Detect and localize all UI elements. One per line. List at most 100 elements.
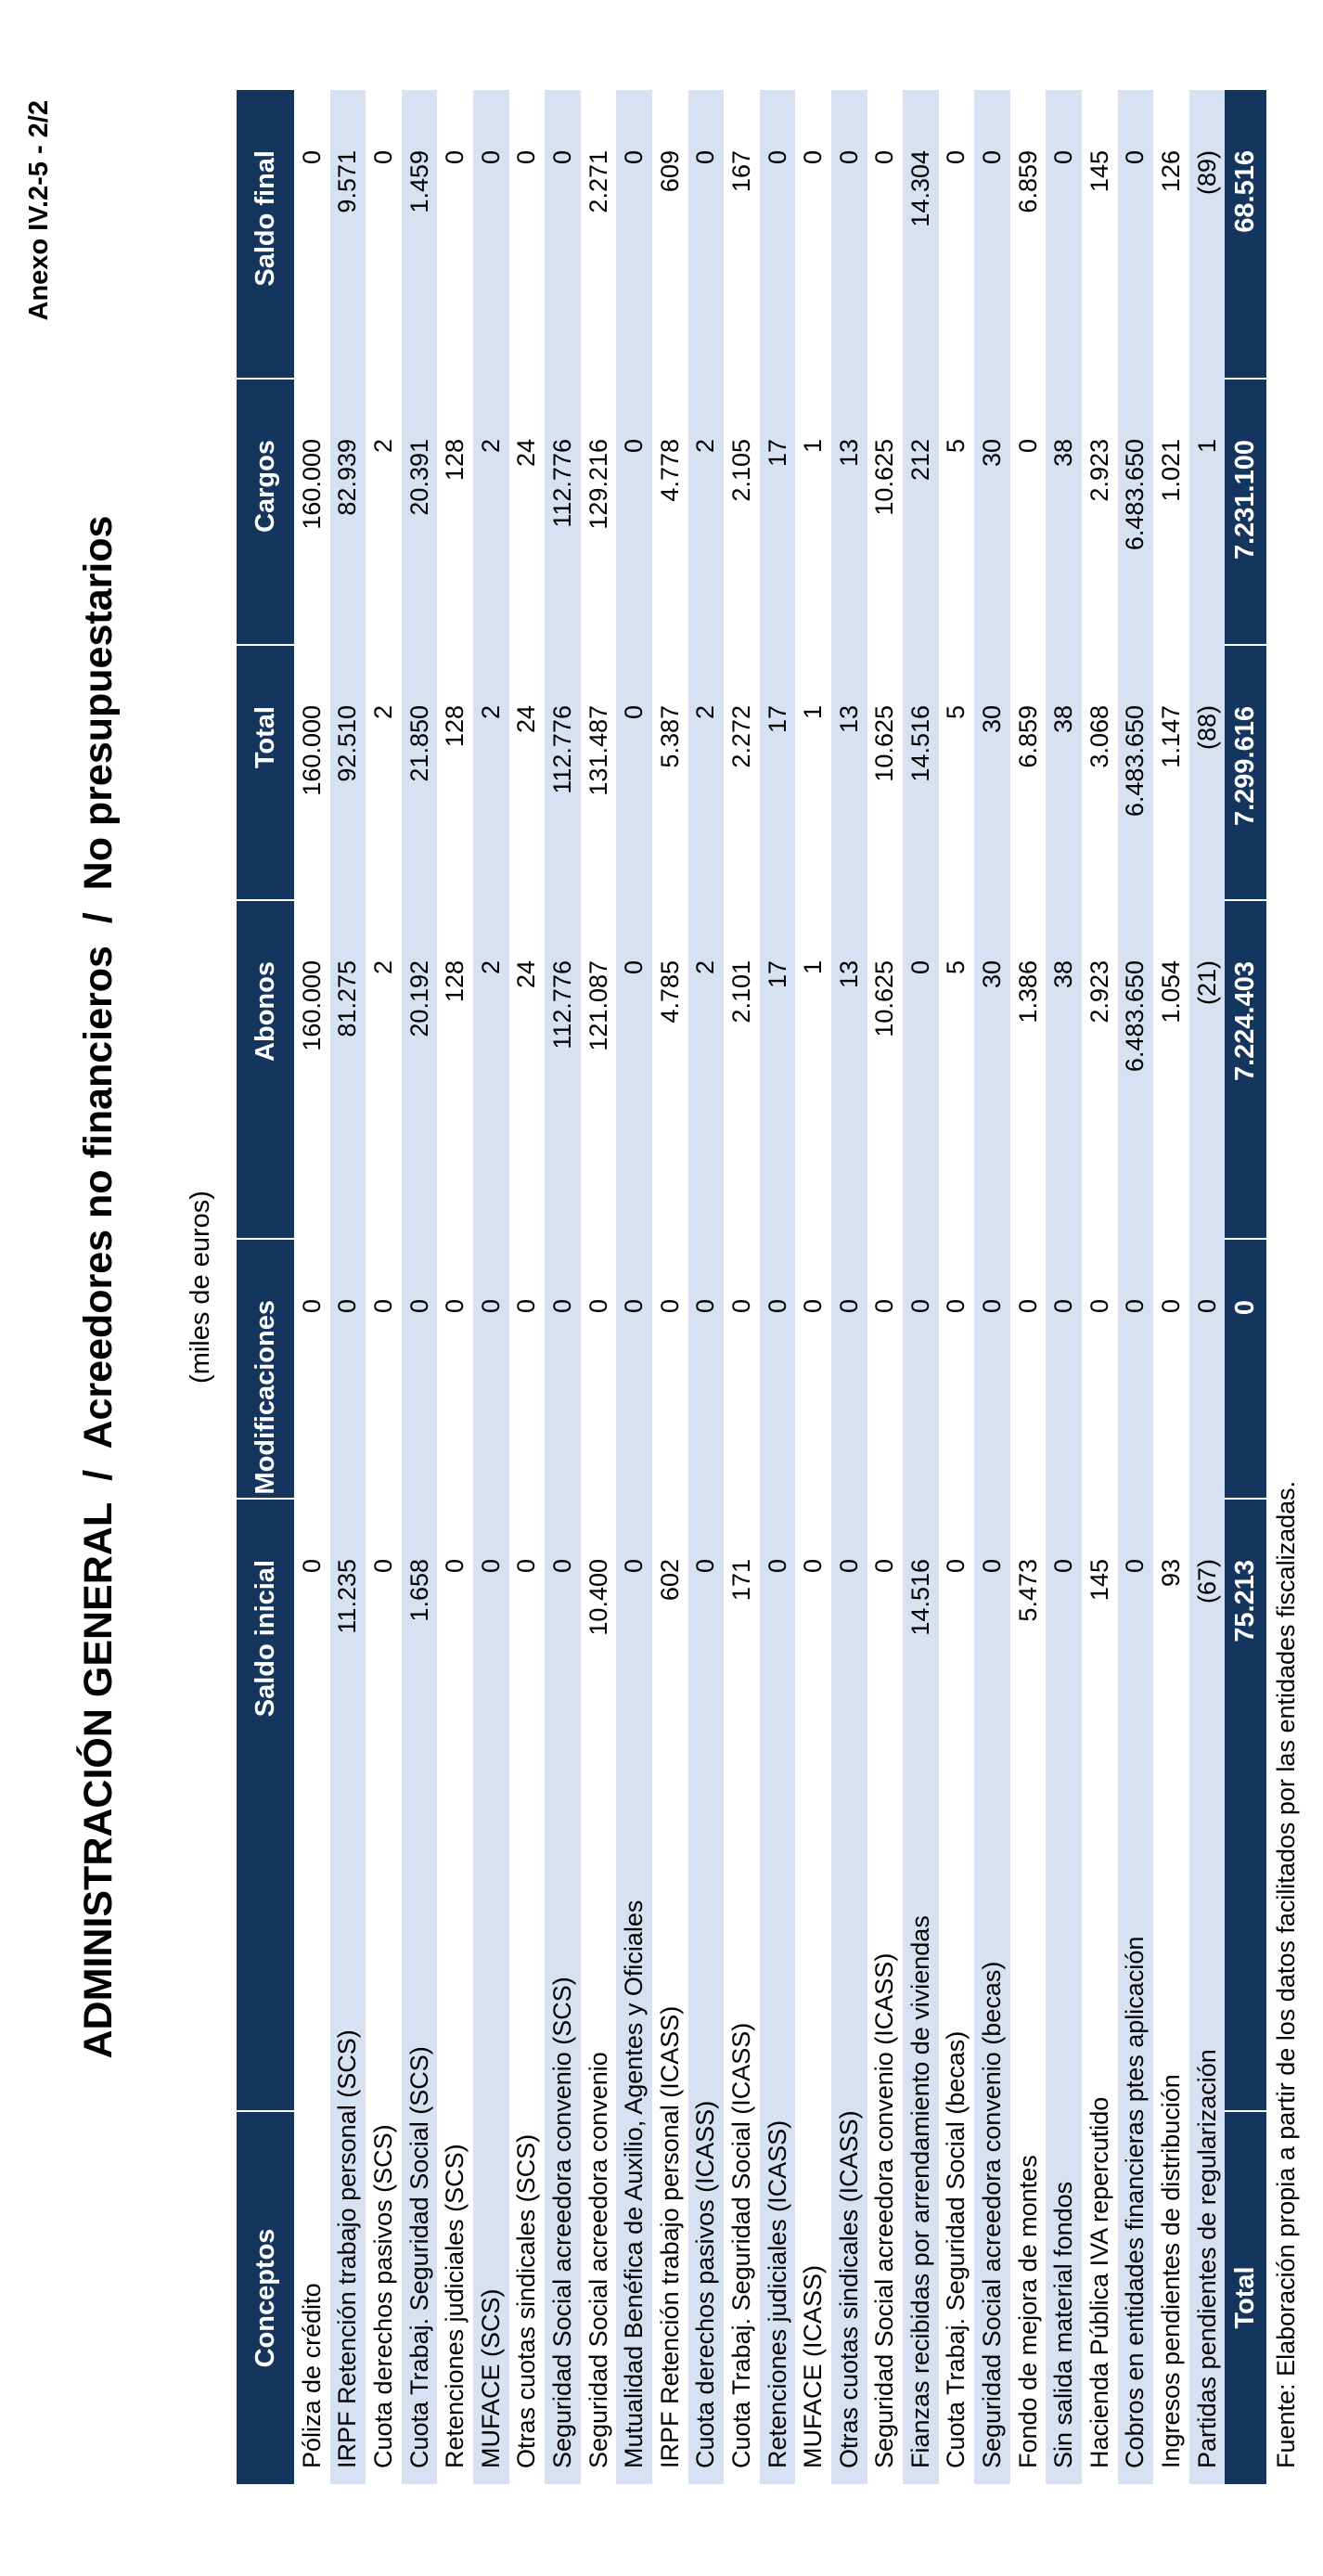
modificaciones-cell: 0 [1085, 1299, 1113, 1314]
modificaciones-cell: 0 [830, 1239, 867, 1499]
saldo-final-cell: 0 [616, 90, 652, 379]
abonos-cell: 1 [799, 960, 828, 975]
table-row: Seguridad Social acreedora convenio (ICA… [867, 90, 904, 2484]
concept-cell: Cuota Trabaj. Seguridad Social (becas) [942, 2030, 970, 2468]
total-cell: 5 [942, 705, 970, 720]
table-footer: Total 75.213 0 7.224.403 7.299.616 7.231… [1225, 90, 1267, 2484]
saldo-inicial-cell: (67) [1188, 1499, 1226, 2111]
header-cargos: Cargos [237, 379, 294, 645]
modificaciones-cell: 0 [870, 1299, 899, 1314]
total-cell: 2 [472, 645, 509, 900]
modificaciones-cell: 0 [584, 1299, 612, 1314]
table-body: Póliza de crédito 0 0 160.000 160.000 16… [294, 90, 1226, 2484]
table-row: MUFACE (SCS) 0 0 2 2 2 0 [472, 90, 509, 2484]
total-saldo-inicial-cell: 75.213 [1225, 1499, 1267, 2111]
cargos-cell: 128 [441, 439, 469, 482]
modificaciones-cell: 0 [472, 1239, 509, 1499]
saldo-final-cell: 145 [1085, 150, 1113, 193]
modificaciones-cell: 0 [1157, 1299, 1186, 1314]
saldo-inicial-cell: 0 [472, 1499, 509, 2111]
concept-cell: Cuota derechos pasivos (ICASS) [687, 2101, 725, 2484]
total-cell: 1 [799, 705, 828, 720]
cargos-cell: 5 [942, 439, 970, 454]
cargos-cell: 4.778 [655, 439, 684, 502]
total-cell: (88) [1188, 645, 1226, 900]
concept-cell: Cuota Trabaj. Seguridad Social (ICASS) [726, 2022, 755, 2468]
saldo-inicial-cell: 0 [368, 1559, 397, 1574]
concept-cell: Mutualidad Benéfica de Auxilio, Agentes … [616, 1900, 652, 2484]
abonos-cell: 2.923 [1085, 960, 1113, 1024]
table-row: Sin salida material fondos 0 0 38 38 38 … [1046, 90, 1083, 2484]
total-saldo-final-cell: 68.516 [1225, 90, 1267, 379]
header-modificaciones: Modificaciones [237, 1239, 294, 1499]
header-saldo-inicial: Saldo inicial [237, 1499, 294, 2111]
concept-cell: Retenciones judiciales (ICASS) [759, 2111, 796, 2484]
modificaciones-cell: 0 [903, 1239, 939, 1499]
modificaciones-cell: 0 [368, 1299, 397, 1314]
total-cell: 128 [441, 705, 469, 748]
abonos-cell: 5 [942, 960, 970, 975]
modificaciones-cell: 0 [297, 1299, 326, 1314]
abonos-cell: 128 [441, 960, 469, 1003]
concept-cell: MUFACE (ICASS) [799, 2264, 828, 2468]
table-row: IRPF Retención trabajo personal (SCS) 11… [329, 90, 366, 2484]
modificaciones-cell: 0 [1013, 1299, 1042, 1314]
saldo-final-cell: 0 [512, 150, 541, 165]
abonos-cell: 112.776 [545, 900, 581, 1239]
cargos-cell: 112.776 [545, 379, 581, 645]
modificaciones-cell: 0 [687, 1239, 725, 1499]
saldo-inicial-cell: 0 [297, 1559, 326, 1574]
cargos-cell: 160.000 [297, 439, 326, 530]
total-cell: 5.387 [655, 705, 684, 768]
saldo-inicial-cell: 11.235 [329, 1499, 366, 2111]
table-row: Mutualidad Benéfica de Auxilio, Agentes … [616, 90, 652, 2484]
table-row: Fianzas recibidas por arrendamiento de v… [903, 90, 939, 2484]
abonos-cell: 10.625 [870, 960, 899, 1037]
concept-cell: Fianzas recibidas por arrendamiento de v… [903, 1915, 939, 2484]
modificaciones-cell: 0 [942, 1299, 970, 1314]
cargos-cell: 20.391 [401, 379, 438, 645]
abonos-cell: 1.054 [1157, 960, 1186, 1024]
saldo-inicial-cell: 1.658 [401, 1499, 438, 2111]
abonos-cell: 1.386 [1013, 960, 1042, 1024]
saldo-inicial-cell: 145 [1085, 1559, 1113, 1602]
saldo-inicial-cell: 0 [759, 1499, 796, 2111]
saldo-inicial-cell: 0 [942, 1559, 970, 1574]
saldo-inicial-cell: 0 [830, 1499, 867, 2111]
cargos-cell: 24 [512, 439, 541, 468]
saldo-final-cell: 0 [974, 90, 1010, 379]
abonos-cell: 30 [974, 900, 1010, 1239]
table-row: Otras cuotas sindicales (ICASS) 0 0 13 1… [830, 90, 867, 2484]
saldo-final-cell: (89) [1188, 90, 1226, 379]
cargos-cell: 2 [687, 379, 725, 645]
total-cell: 13 [830, 645, 867, 900]
abonos-cell: 2 [368, 960, 397, 975]
abonos-cell: 6.483.650 [1117, 900, 1154, 1239]
concept-cell: Fondo de mejora de montes [1013, 2155, 1042, 2468]
saldo-final-cell: 0 [441, 150, 469, 165]
concept-cell: IRPF Retención trabajo personal (ICASS) [655, 2005, 684, 2468]
cargos-cell: 2.923 [1085, 439, 1113, 502]
table-row: Cuota Trabaj. Seguridad Social (SCS) 1.6… [401, 90, 438, 2484]
modificaciones-cell: 0 [545, 1239, 581, 1499]
table-row: Retenciones judiciales (SCS) 0 0 128 128… [437, 90, 473, 2484]
cargos-cell: 1 [799, 439, 828, 454]
total-cell: 17 [759, 645, 796, 900]
modificaciones-cell: 0 [799, 1299, 828, 1314]
total-cell: 131.487 [584, 705, 612, 796]
total-cell: 112.776 [545, 645, 581, 900]
saldo-final-cell: 0 [1117, 90, 1154, 379]
table-row: Otras cuotas sindicales (SCS) 0 0 24 24 … [509, 90, 546, 2484]
concept-cell: Cuota derechos pasivos (SCS) [368, 2124, 397, 2468]
abonos-cell: 0 [903, 900, 939, 1239]
table-row: Retenciones judiciales (ICASS) 0 0 17 17… [759, 90, 796, 2484]
saldo-final-cell: 0 [472, 90, 509, 379]
table-row: Póliza de crédito 0 0 160.000 160.000 16… [294, 90, 330, 2484]
total-cell: 38 [1046, 645, 1083, 900]
abonos-cell: 2 [687, 900, 725, 1239]
abonos-cell: 24 [512, 960, 541, 989]
saldo-final-cell: 126 [1157, 150, 1186, 193]
saldo-final-cell: 0 [942, 150, 970, 165]
concept-cell: Póliza de crédito [297, 2283, 326, 2468]
